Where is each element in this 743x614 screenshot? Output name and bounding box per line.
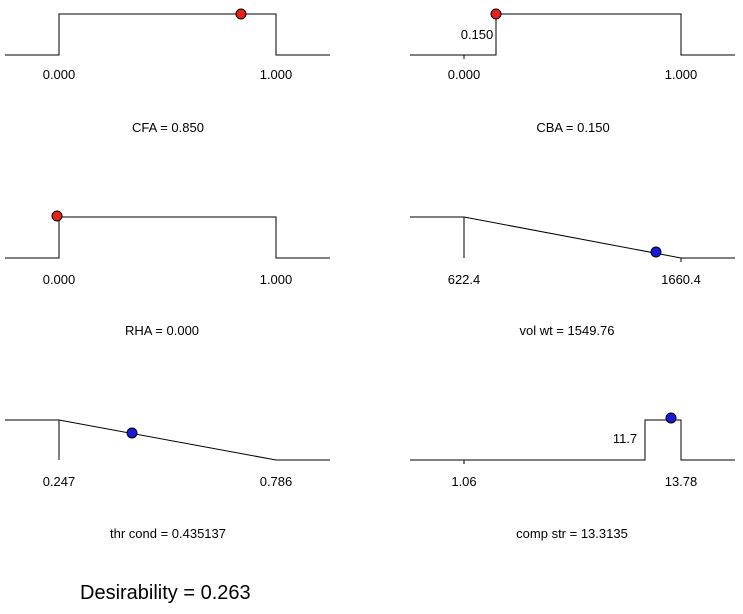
vol-wt-caption: vol wt = 1549.76 — [519, 323, 614, 338]
rha-upper-label: 1.000 — [260, 272, 293, 287]
cba-ramp-line — [410, 13, 735, 56]
vol-wt-point — [650, 246, 662, 258]
cba-point — [490, 8, 502, 20]
comp-str-target-label: 11.7 — [613, 431, 637, 446]
cfa-ramp-line — [5, 13, 330, 56]
panel-rha: 0.000 1.000 RHA = 0.000 — [5, 210, 330, 338]
cba-lower-label: 0.000 — [448, 67, 481, 82]
rha-lower-label: 0.000 — [43, 272, 76, 287]
cba-step-label: 0.150 — [461, 27, 494, 42]
cfa-point — [235, 8, 247, 20]
thr-cond-lower-label: 0.247 — [43, 474, 76, 489]
panel-cfa: 0.000 1.000 CFA = 0.850 — [5, 8, 330, 135]
rha-caption: RHA = 0.000 — [125, 323, 199, 338]
vol-wt-ramp-line — [410, 216, 735, 259]
cba-upper-label: 1.000 — [665, 67, 698, 82]
comp-str-caption: comp str = 13.3135 — [516, 526, 628, 541]
cfa-lower-label: 0.000 — [43, 67, 76, 82]
cba-caption: CBA = 0.150 — [536, 120, 609, 135]
panel-cba: 0.150 0.000 1.000 CBA = 0.150 — [410, 8, 735, 135]
panel-thr-cond: 0.247 0.786 thr cond = 0.435137 — [5, 419, 330, 541]
thr-cond-upper-label: 0.786 — [260, 474, 293, 489]
cfa-caption: CFA = 0.850 — [132, 120, 204, 135]
rha-point — [51, 210, 63, 222]
comp-str-lower-label: 1.06 — [451, 474, 476, 489]
comp-str-upper-label: 13.78 — [665, 474, 698, 489]
comp-str-ramp-line — [410, 419, 735, 461]
panel-comp-str: 11.7 1.06 13.78 comp str = 13.3135 — [410, 412, 735, 541]
thr-cond-ramp-line — [5, 419, 330, 461]
cfa-upper-label: 1.000 — [260, 67, 293, 82]
vol-wt-lower-label: 622.4 — [448, 272, 481, 287]
rha-ramp-line — [5, 216, 330, 259]
thr-cond-caption: thr cond = 0.435137 — [110, 526, 226, 541]
comp-str-point — [665, 412, 677, 424]
vol-wt-upper-label: 1660.4 — [661, 272, 701, 287]
thr-cond-point — [126, 427, 138, 439]
panel-vol-wt: 622.4 1660.4 vol wt = 1549.76 — [410, 216, 735, 338]
desirability-value: Desirability = 0.263 — [80, 582, 251, 604]
